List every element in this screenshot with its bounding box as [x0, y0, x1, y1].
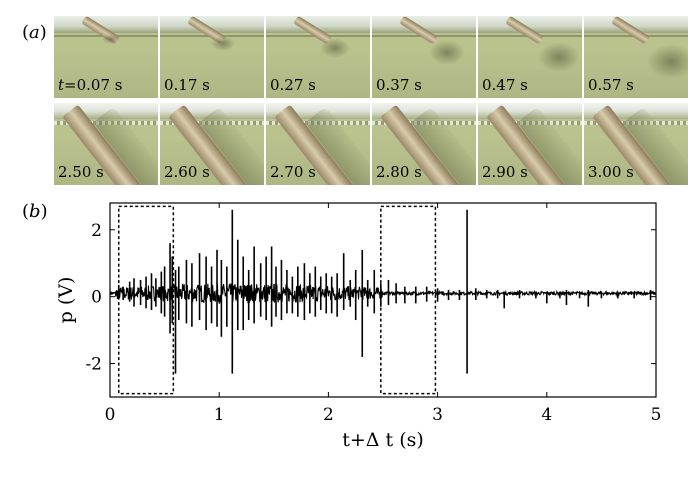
y-axis-title: p (V) — [55, 277, 77, 324]
x-tick-label: 0 — [105, 405, 116, 425]
frame-light-strip — [160, 16, 264, 33]
frame-time-value: 0.17 s — [164, 76, 210, 94]
video-frame: 2.60 s — [160, 103, 264, 185]
frame-time-value: 2.50 s — [58, 163, 104, 181]
frame-time-value: 2.60 s — [164, 163, 210, 181]
video-frame: 2.80 s — [372, 103, 476, 185]
video-frame: 2.90 s — [478, 103, 582, 185]
frame-time-label: 2.60 s — [164, 163, 210, 181]
x-tick-label: 1 — [214, 405, 225, 425]
frame-time-label: 0.17 s — [164, 76, 210, 94]
frame-time-value: 0.37 s — [376, 76, 422, 94]
frame-time-label: 0.57 s — [588, 76, 634, 94]
frame-time-value: 2.80 s — [376, 163, 422, 181]
y-tick-label: -2 — [85, 355, 102, 375]
frame-light-strip — [478, 16, 582, 33]
video-frame: 0.47 s — [478, 16, 582, 98]
frame-plume — [647, 44, 688, 79]
frame-plume — [429, 40, 465, 65]
frame-time-label: 0.37 s — [376, 76, 422, 94]
frame-plume — [211, 36, 235, 51]
frame-time-label: 0.47 s — [482, 76, 528, 94]
panel-a-letter: a — [29, 22, 40, 43]
x-axis-title: t+Δ t (s) — [342, 429, 424, 451]
y-tick-label: 0 — [91, 288, 102, 308]
frame-time-label: 2.80 s — [376, 163, 422, 181]
frame-time-value: 3.00 s — [588, 163, 634, 181]
frame-plume — [320, 38, 350, 58]
frame-light-strip — [584, 16, 688, 33]
video-frame: 2.50 s — [54, 103, 158, 185]
frame-time-label: 2.90 s — [482, 163, 528, 181]
frame-plume — [538, 42, 580, 72]
frame-time-label: 2.50 s — [58, 163, 104, 181]
frame-light-strip — [266, 16, 370, 33]
frame-time-value: 2.90 s — [482, 163, 528, 181]
frame-time-label: 2.70 s — [270, 163, 316, 181]
pressure-signal-chart: 0 1 2 3 4 5 -2 0 2 t+Δ t (s) p (V) — [55, 202, 662, 451]
frame-time-symbol: t — [58, 76, 65, 94]
x-tick-label: 2 — [323, 405, 334, 425]
frame-time-label: 0.27 s — [270, 76, 316, 94]
video-frame: 0.17 s — [160, 16, 264, 98]
y-tick-label: 2 — [91, 221, 102, 241]
video-frame: 3.00 s — [584, 103, 688, 185]
video-frame: t=0.07 s — [54, 16, 158, 98]
plot-frame — [109, 202, 657, 398]
video-frames-grid: t=0.07 s 0.17 s 0.27 s 0.37 s 0.47 s 0.57 s 2.… — [54, 16, 688, 186]
x-tick-label: 4 — [541, 405, 552, 425]
panel-a-label: (a) — [22, 22, 47, 43]
video-frame: 0.27 s — [266, 16, 370, 98]
frame-time-label: t=0.07 s — [58, 76, 122, 94]
frame-plume — [102, 34, 120, 44]
x-tick-label: 3 — [432, 405, 443, 425]
frame-time-value: 0.47 s — [482, 76, 528, 94]
video-frame: 0.37 s — [372, 16, 476, 98]
video-frame: 2.70 s — [266, 103, 370, 185]
frame-time-value: 2.70 s — [270, 163, 316, 181]
frame-time-value: 0.57 s — [588, 76, 634, 94]
video-frame: 0.57 s — [584, 16, 688, 98]
signal-baseline-trace — [109, 282, 657, 304]
frame-time-value: =0.07 s — [64, 76, 123, 94]
panel-b-label: (b) — [22, 201, 48, 222]
x-tick-label: 5 — [651, 405, 662, 425]
frame-time-value: 0.27 s — [270, 76, 316, 94]
panel-b-letter: b — [29, 201, 41, 222]
frame-light-strip — [54, 16, 158, 33]
frame-time-label: 3.00 s — [588, 163, 634, 181]
frame-light-strip — [372, 16, 476, 33]
